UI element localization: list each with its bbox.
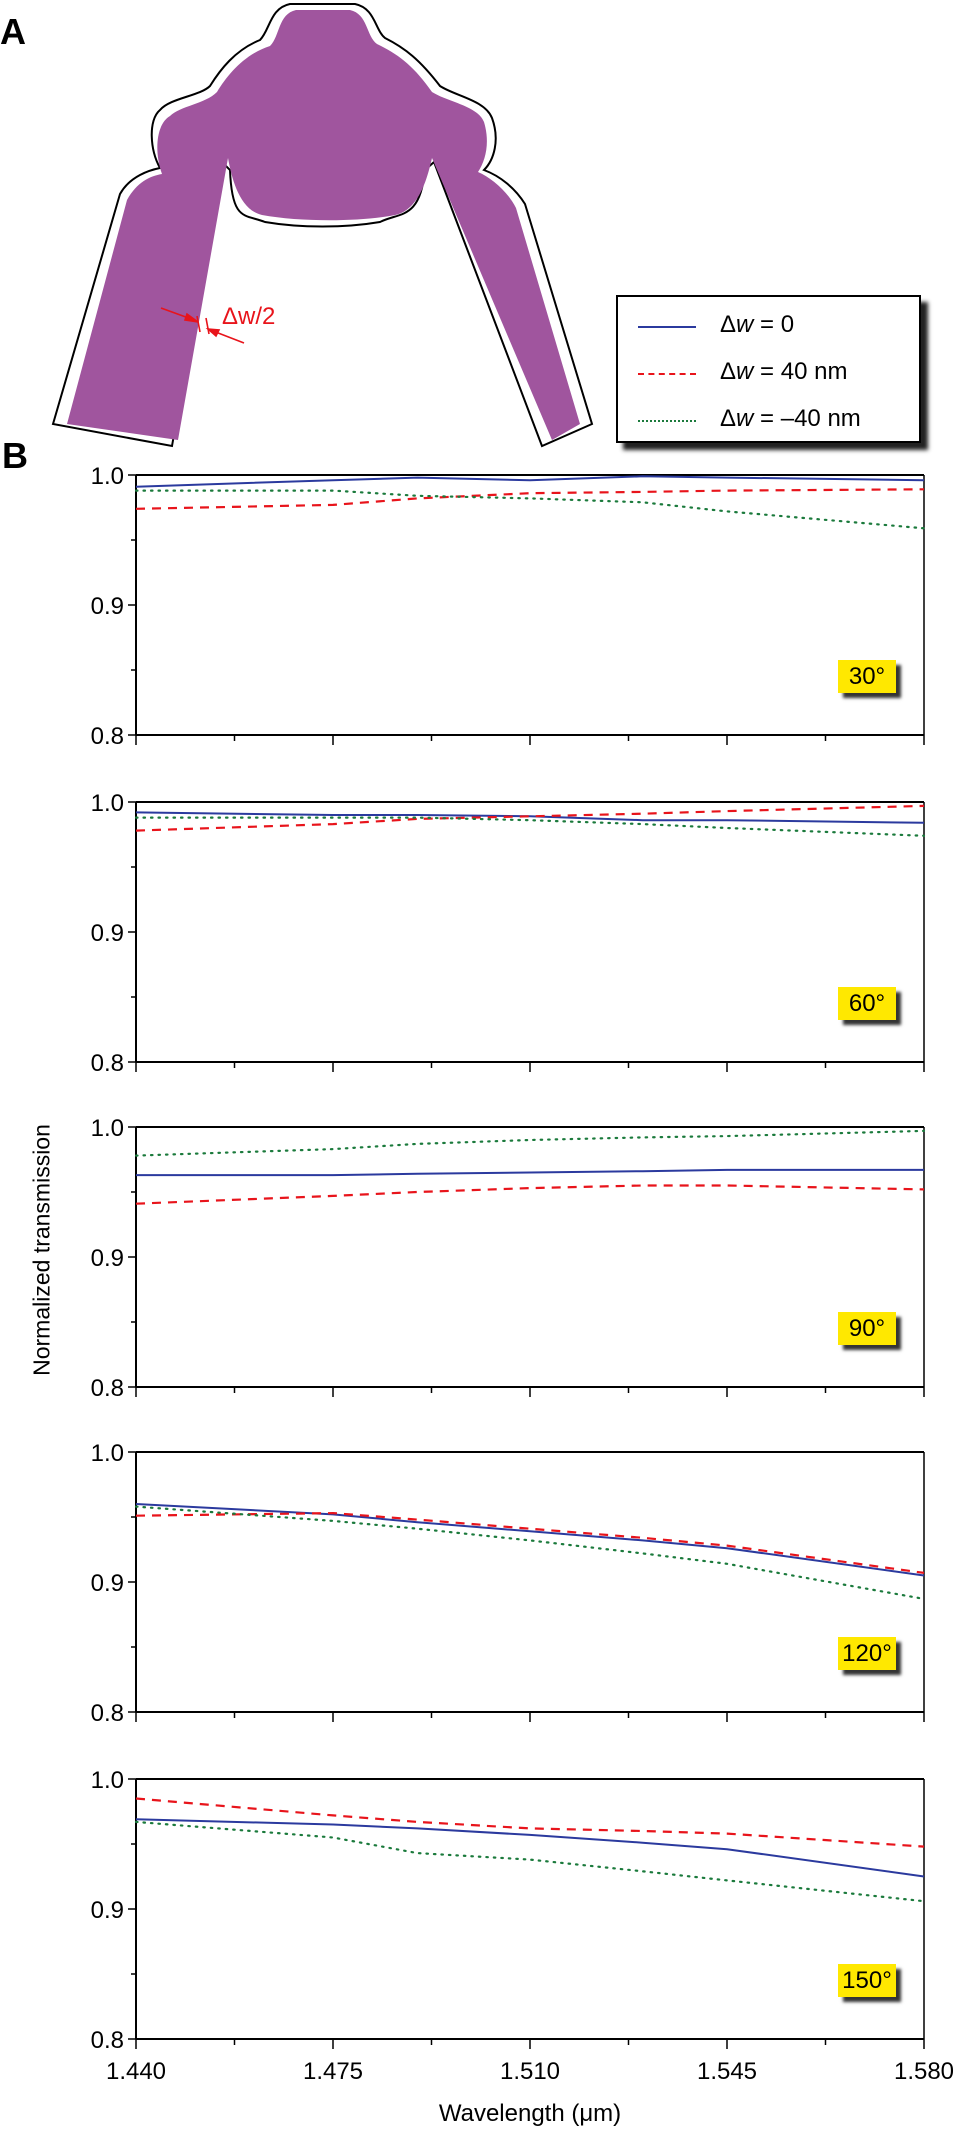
angle-badge: 30°: [838, 660, 896, 693]
x-tick-label: 1.580: [894, 2058, 954, 2085]
legend-item-dw-0: Δw = 0: [618, 307, 919, 347]
y-tick-label: 1.0: [91, 1767, 124, 1794]
y-tick-label: 0.9: [91, 593, 124, 620]
series-line-dw-minus-40: [134, 816, 926, 837]
series-line-dw-0: [135, 1818, 925, 1878]
series-line-dw-minus-40: [134, 1129, 926, 1157]
series-line-dw-40: [135, 804, 925, 832]
series-line-dw-minus-40: [134, 489, 926, 530]
delta-w-annotation: [160, 307, 245, 344]
series-line-dw-40: [135, 1184, 925, 1205]
y-tick-label: 1.0: [91, 463, 124, 490]
plot-panel-150deg: 1.0 0.9 0.8: [91, 1767, 926, 2054]
y-tick-label: 0.9: [91, 1897, 124, 1924]
legend-label: Δw = 40 nm: [720, 358, 848, 385]
y-tick-label: 0.9: [91, 1570, 124, 1597]
legend-swatch-dashed: [638, 373, 696, 375]
panel-b-label: B: [2, 435, 28, 476]
angle-badge: 150°: [838, 1964, 896, 1997]
y-tick-label: 0.8: [91, 1375, 124, 1402]
plot-panel-90deg: 1.0 0.9 0.8: [91, 1115, 926, 1402]
waveguide-junction-diagram: Δw/2: [51, 3, 594, 448]
angle-badge: 60°: [838, 987, 896, 1020]
y-tick-label: 0.8: [91, 1700, 124, 1727]
angle-badge: 120°: [838, 1637, 896, 1670]
angle-badge: 90°: [838, 1312, 896, 1345]
plot-panel-120deg: 1.0 0.9 0.8: [91, 1440, 926, 1727]
y-tick-label: 0.8: [91, 1050, 124, 1077]
plot-panel-30deg: 1.0 0.9 0.8: [91, 463, 926, 750]
y-tick-label: 0.8: [91, 723, 124, 750]
delta-w-label: Δw/2: [222, 303, 275, 330]
series-line-dw-0: [135, 475, 925, 488]
legend-label: Δw = –40 nm: [720, 405, 861, 432]
series-line-dw-0: [135, 1503, 925, 1577]
legend-swatch-solid: [638, 326, 696, 328]
x-tick-label: 1.545: [697, 2058, 757, 2085]
waveguide-core: [67, 10, 580, 440]
series-line-dw-40: [135, 488, 925, 510]
legend-item-dw-minus-40: Δw = –40 nm: [618, 401, 919, 441]
y-tick-label: 1.0: [91, 1115, 124, 1142]
series-line-dw-0: [136, 1168, 924, 1177]
series-line-dw-minus-40: [134, 1820, 926, 1903]
y-axis-label: Normalized transmission: [28, 1124, 55, 1376]
y-tick-label: 0.9: [91, 920, 124, 947]
series-line-dw-40: [135, 1797, 925, 1848]
series-line-dw-40: [135, 1511, 925, 1574]
y-tick-label: 1.0: [91, 790, 124, 817]
x-tick-label: 1.475: [303, 2058, 363, 2085]
legend-label: Δw = 0: [720, 311, 795, 338]
series-line-dw-minus-40: [134, 1505, 926, 1601]
y-tick-label: 0.9: [91, 1245, 124, 1272]
series-line-dw-0: [135, 811, 925, 824]
y-tick-label: 0.8: [91, 2027, 124, 2054]
chart-legend: Δw = 0 Δw = 40 nm Δw = –40 nm: [616, 295, 921, 443]
panel-a-label: A: [0, 11, 26, 52]
y-tick-label: 1.0: [91, 1440, 124, 1467]
x-tick-label: 1.440: [106, 2058, 166, 2085]
legend-swatch-dotted: [638, 420, 696, 422]
x-axis-label: Wavelength (μm): [438, 2100, 622, 2127]
legend-item-dw-40: Δw = 40 nm: [618, 354, 919, 394]
x-tick-label: 1.510: [500, 2058, 560, 2085]
plot-panel-60deg: 1.0 0.9 0.8: [91, 790, 926, 1077]
